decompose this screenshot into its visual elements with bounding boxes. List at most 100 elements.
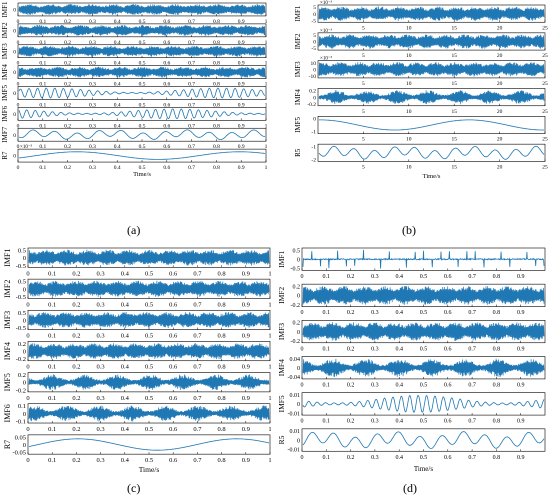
x-tick-label: 0.5 <box>139 19 146 25</box>
y-tick-label: -0.04 <box>288 375 301 381</box>
x-tick-label: 5 <box>362 137 365 143</box>
y-tick-label: 0.5 <box>18 310 26 317</box>
x-tick-label: 0 <box>17 123 20 129</box>
x-tick-label: 0.4 <box>121 395 130 402</box>
x-tick-label: 0.4 <box>121 364 130 371</box>
x-tick-label: 0.8 <box>493 346 501 352</box>
x-tick-label: 0.9 <box>238 40 245 46</box>
x-tick-label: 0 <box>17 61 20 67</box>
x-tick-label: 0.3 <box>371 346 379 352</box>
x-tick-label: 0.1 <box>39 61 46 67</box>
x-tick-label: 20 <box>497 25 503 31</box>
x-tick-label: 0.4 <box>395 419 403 425</box>
x-tick-label: 0.7 <box>193 270 202 277</box>
x-tick-label: 15 <box>451 109 457 115</box>
x-tick-label: 0.9 <box>242 457 250 464</box>
x-tick-label: 0.9 <box>242 301 250 308</box>
y-tick-label: 0 <box>313 40 316 46</box>
x-tick-label: 0.2 <box>347 455 355 461</box>
x-tick-label: 0.4 <box>121 457 130 464</box>
y-axis-label: IMF1 <box>1 1 9 17</box>
subplot-imf1: IMF1 0.50-0.50 0.1 0.2 0.3 0.4 0.5 0.6 0.7 0.8 0.9… <box>3 247 272 277</box>
y-axis-label: IMF1 <box>277 250 286 267</box>
subplot-imf3: IMF3 0.20-0.20 0.1 0.2 0.3 0.4 0.5 0.6 0.7 0.8 0.9 <box>277 320 546 352</box>
x-tick-label: 0.5 <box>139 61 146 67</box>
y-tick-label: 0.2 <box>309 89 316 95</box>
x-tick-label: 0.4 <box>121 426 130 433</box>
x-tick-label: 0.3 <box>371 419 379 425</box>
x-tick-label: 0.8 <box>213 40 220 46</box>
x-tick-label: 0.7 <box>188 40 195 46</box>
x-tick-label: 0.7 <box>193 301 202 308</box>
x-tick-label: 0.3 <box>89 123 96 129</box>
x-tick-label: 0.7 <box>468 310 476 316</box>
signal-line <box>302 358 545 377</box>
x-tick-label: 0.3 <box>89 82 96 88</box>
axes-frame <box>317 4 546 23</box>
x-tick-label: 0.2 <box>64 123 71 129</box>
subplot-imf2: IMF2 0.50-0.50 0.1 0.2 0.3 0.4 0.5 0.6 0.7 0.8 0.9… <box>3 279 272 309</box>
signal-line <box>302 322 545 341</box>
signal-line <box>318 62 545 77</box>
signal-line <box>302 394 545 413</box>
x-tick-label: 0.6 <box>444 419 452 425</box>
x-tick-label: 0.3 <box>89 144 96 150</box>
x-tick-label: 0.6 <box>169 301 178 308</box>
x-tick-label: 20 <box>497 137 503 143</box>
x-tick-label: 0.8 <box>218 270 226 277</box>
subplot-imf2: IMF2 50-5×10⁻³5 10 15 20 25 <box>294 28 548 59</box>
y-tick-label: -0.01 <box>288 411 301 417</box>
x-tick-label: 0 <box>17 40 20 46</box>
y-tick-label: 0 <box>297 330 300 336</box>
x-tick-label: 25 <box>542 81 548 87</box>
y-tick-label: 0.2 <box>18 372 26 379</box>
signal-line <box>18 45 266 57</box>
x-tick-label: 0.1 <box>48 426 56 433</box>
x-tick-label: 0.1 <box>323 455 331 461</box>
x-tick-label: 0.7 <box>188 102 195 108</box>
subplot-imf5: IMF5 0.010-0.010 0.1 0.2 0.3 0.4 0.5 0.6 0.7 0.8 0… <box>277 392 546 425</box>
x-tick-label: 5 <box>362 53 365 59</box>
y-tick-label: 0 <box>313 116 316 122</box>
x-tick-label: 0 <box>17 102 20 108</box>
signal-line <box>29 438 270 451</box>
x-tick-label: 0.8 <box>218 364 226 371</box>
y-tick-label: 10 <box>311 61 317 67</box>
y-tick-label: -1 <box>311 130 316 136</box>
y-tick-label: -0.5 <box>291 267 301 273</box>
x-tick-label: 0.1 <box>39 19 46 25</box>
y-tick-label: 5 <box>313 5 316 11</box>
x-tick-label: 10 <box>406 109 412 115</box>
subplot-r7: R70.050-0.050 0.1 0.2 0.3 0.4 0.5 0.6 0.7 0.8 0.9… <box>3 434 272 464</box>
x-tick-label: 25 <box>542 164 548 170</box>
x-tick-label: 1 <box>265 165 268 171</box>
x-tick-label: 0.2 <box>347 382 355 388</box>
y-axis-label: IMF5 <box>294 116 302 132</box>
x-tick-label: 0.8 <box>213 82 220 88</box>
y-tick-label: 0 <box>13 28 16 34</box>
x-tick-label: 0.6 <box>169 457 178 464</box>
x-tick-label: 25 <box>542 53 548 59</box>
y-tick-label: -0.2 <box>307 102 316 108</box>
x-tick-label: 1 <box>268 364 271 371</box>
x-tick-label: 0.6 <box>163 165 170 171</box>
x-tick-label: 5 <box>362 164 365 170</box>
x-tick-label: 0.9 <box>238 19 245 25</box>
y-tick-label: 0.05 <box>15 434 26 441</box>
y-axis-label: IMF4 <box>3 342 12 360</box>
x-tick-label: 0.7 <box>468 419 476 425</box>
y-tick-label: 0.2 <box>18 341 26 348</box>
x-tick-label: 15 <box>451 137 457 143</box>
x-tick-label: 0.8 <box>493 310 501 316</box>
x-tick-label: 0.1 <box>323 382 331 388</box>
x-tick-label: 0.2 <box>64 165 71 171</box>
x-tick-label: 0.7 <box>468 382 476 388</box>
x-tick-label: 0.5 <box>420 382 428 388</box>
x-tick-label: 0 <box>26 301 29 308</box>
x-tick-label: 0.5 <box>145 426 153 433</box>
y-tick-label: 0 <box>13 91 16 97</box>
subplot-imf3: IMF3 100-10×10⁻³5 10 15 20 25 <box>294 56 548 87</box>
x-tick-label: 0.7 <box>193 426 202 433</box>
x-tick-label: 0 <box>301 346 304 352</box>
axes-frame <box>317 143 546 162</box>
